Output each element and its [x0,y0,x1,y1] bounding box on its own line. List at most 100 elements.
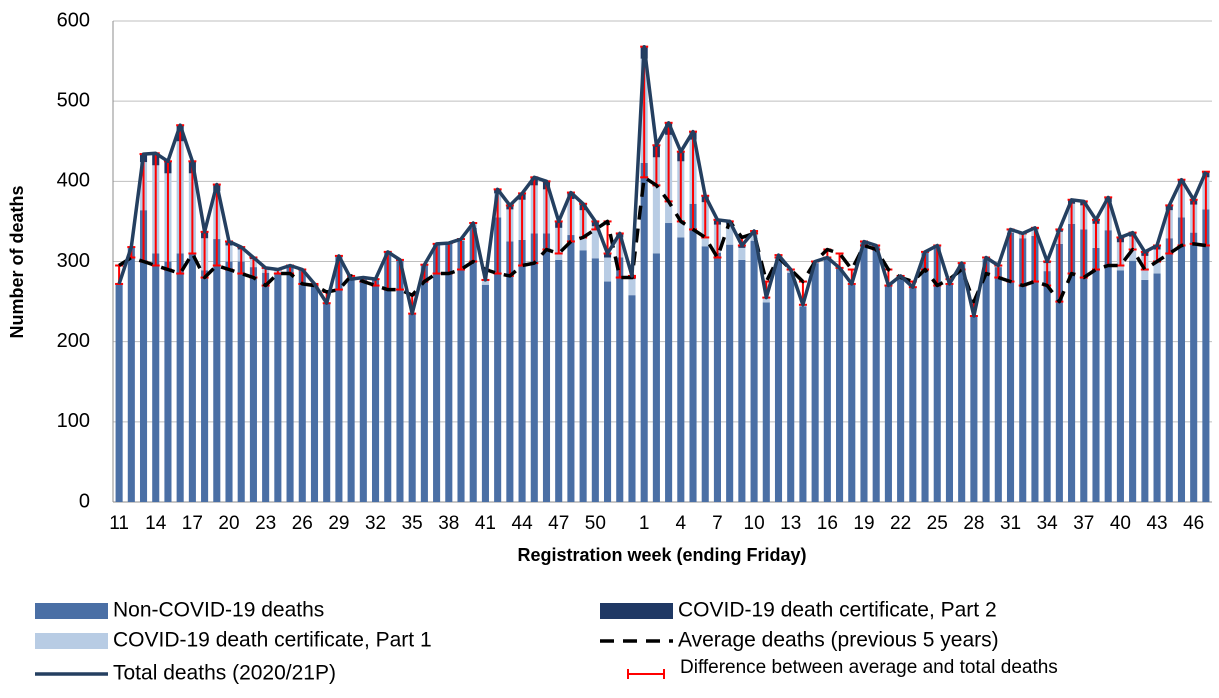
bar-segment [665,223,673,502]
x-tick-label: 38 [438,513,459,534]
bar-segment [823,258,831,502]
bar-segment [1153,273,1161,502]
bar-segment [481,284,489,502]
bar-segment [1092,247,1100,502]
bar-segment [1043,271,1051,502]
x-tick-label: 34 [1037,513,1059,534]
bar-segment [384,251,392,502]
y-tick-label: 100 [57,410,90,432]
legend-label: COVID-19 death certificate, Part 1 [113,629,432,652]
bar-segment [738,259,746,502]
bar-segment [860,242,868,502]
bar-segment [689,203,697,502]
bar-segment [274,272,282,502]
bar-segment [1068,223,1076,503]
legend-label: COVID-19 death certificate, Part 2 [678,599,997,622]
bar-segment [811,263,819,502]
bar-segment [555,259,563,502]
bar-segment [994,267,1002,502]
legend-label: Total deaths (2020/21P) [113,662,336,685]
bar-segment [433,243,441,502]
x-tick-label: 47 [548,513,569,534]
bar-segment [1006,232,1015,502]
y-axis-title: Number of deaths [7,185,27,338]
bar-segment [249,267,257,502]
bar-segment [1080,229,1088,502]
bar-segment [1202,209,1210,502]
x-tick-label: 20 [218,513,239,534]
x-tick-label: 41 [475,513,496,534]
bar-segment [481,280,489,285]
y-tick-label: 200 [57,330,90,352]
bar-segment [457,240,465,502]
bar-segment [1177,217,1186,503]
x-tick-label: 35 [402,513,423,534]
bar-segment [677,237,685,502]
bar-segment [970,316,978,502]
x-tick-label: 16 [817,513,838,534]
bar-segment [262,272,270,502]
bar-segment [933,246,941,502]
x-tick-label: 10 [744,513,765,534]
bar-segment [445,243,453,503]
bar-segment [726,224,734,245]
bar-segment [323,303,331,502]
legend-swatch [35,633,108,649]
bar-segment [628,295,636,502]
x-tick-label: 4 [676,513,687,534]
bar-segment [371,279,380,502]
x-tick-label: 22 [890,513,911,534]
average-line [118,175,1207,304]
bar-segment [945,284,954,502]
x-tick-label: 11 [109,513,129,534]
bar-segment [530,233,538,503]
bar-segment [347,279,355,502]
bar-segment [579,250,587,502]
bar-segment [115,283,123,502]
bar-segment [616,257,624,502]
bar-segment [628,279,636,296]
bar-segment [152,253,160,502]
bar-segment [750,240,758,502]
bar-segment [1116,270,1124,502]
legend-label: Difference between average and total dea… [680,657,1058,678]
bar-segment [884,286,892,502]
bar-segment [713,252,721,502]
bar-segment [286,267,294,502]
bar-segment [604,257,612,282]
bar-segment [225,261,233,502]
bar-segment [982,259,990,502]
bar-segment [298,270,306,502]
bar-segment [396,259,404,502]
bar-segment [787,272,795,502]
bar-segment [201,270,209,502]
x-axis-title: Registration week (ending Friday) [517,545,806,565]
bar-segment [652,157,660,254]
bar-segment [1129,260,1137,502]
bar-segment [469,227,477,502]
legend-swatch [35,603,108,619]
x-tick-label: 32 [365,513,386,534]
x-tick-label: 43 [1146,513,1167,534]
bar-segment [799,306,807,502]
bar-segment [1055,243,1063,502]
bar-segment [188,253,196,502]
y-tick-label: 300 [57,250,90,272]
x-tick-label: 1 [639,513,650,534]
x-tick-label: 28 [963,513,984,534]
bar-segment [958,263,966,502]
bar-segment [176,253,184,502]
bar-segment [1190,232,1198,502]
x-tick-label: 37 [1073,513,1094,534]
bar-segment [774,259,783,502]
y-tick-label: 500 [57,89,90,111]
x-tick-label: 17 [182,513,203,534]
bar-segment [738,247,746,260]
bar-segment [848,284,856,502]
y-tick-label: 600 [57,9,90,31]
bar-segment [494,217,502,503]
legend-label: Average deaths (previous 5 years) [678,629,999,652]
bar-segment [1141,279,1149,502]
bar-segment [591,258,599,502]
